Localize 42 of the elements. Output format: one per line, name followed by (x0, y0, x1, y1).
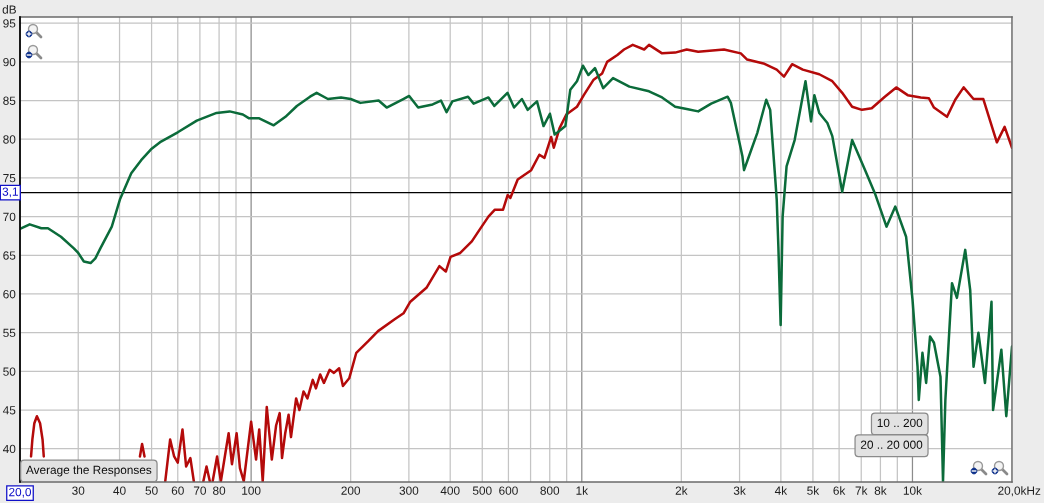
y-tick-label: 55 (3, 328, 16, 338)
y-tick-label: 85 (3, 96, 16, 105)
y-tick-label: 45 (2, 406, 16, 415)
x-tick-label: 30 (72, 486, 85, 495)
x-tick-label: 5k (807, 486, 820, 495)
x-tick-label: 60 (171, 486, 184, 495)
x-tick-label: 1k (576, 486, 589, 495)
x-tick-label: 300 (399, 486, 419, 495)
ref-line-label: 20,0 (9, 487, 32, 498)
text: 3,1 (2, 187, 18, 198)
x-tick-label: 4k (774, 486, 788, 495)
x-tick-label: 20,0k (998, 486, 1027, 497)
x-axis-title: Hz (1027, 486, 1041, 495)
x-tick-label: 40 (113, 486, 126, 495)
annotation: 20 .. 20 000 (860, 440, 923, 449)
x-tick-label: 400 (440, 486, 460, 495)
x-tick-label: 8k (874, 486, 887, 495)
x-tick-label: 2k (675, 486, 688, 495)
y-tick-label: 50 (3, 367, 16, 376)
x-tick-label: 3k (733, 486, 746, 495)
y-tick-label: 95 (3, 19, 16, 28)
x-tick-label: 50 (145, 486, 158, 495)
y-tick-label: 90 (3, 57, 16, 67)
x-tick-label: 10k (903, 486, 922, 495)
x-tick-label: 500 (472, 486, 492, 495)
x-tick-label: 200 (341, 486, 361, 495)
x-tick-label: 100 (242, 486, 261, 495)
x-tick-label: 800 (540, 486, 560, 495)
x-tick-label: 7k (855, 486, 868, 495)
y-tick-label: 40 (2, 444, 16, 454)
y-tick-label: 60 (3, 290, 16, 299)
annotation: 10 .. 200 (877, 418, 923, 428)
y-tick-label: 75 (3, 174, 16, 183)
y-axis-title: dB (2, 5, 16, 14)
x-tick-label: 6k (833, 486, 846, 495)
y-tick-label: 80 (3, 135, 16, 144)
y-tick-label: 65 (3, 251, 16, 260)
annotation: Average the Responses (25, 465, 152, 477)
x-tick-label: 70 (193, 486, 207, 495)
x-tick-label: 600 (499, 486, 518, 495)
y-tick-label: 70 (3, 212, 16, 222)
x-tick-label: 80 (213, 486, 226, 495)
